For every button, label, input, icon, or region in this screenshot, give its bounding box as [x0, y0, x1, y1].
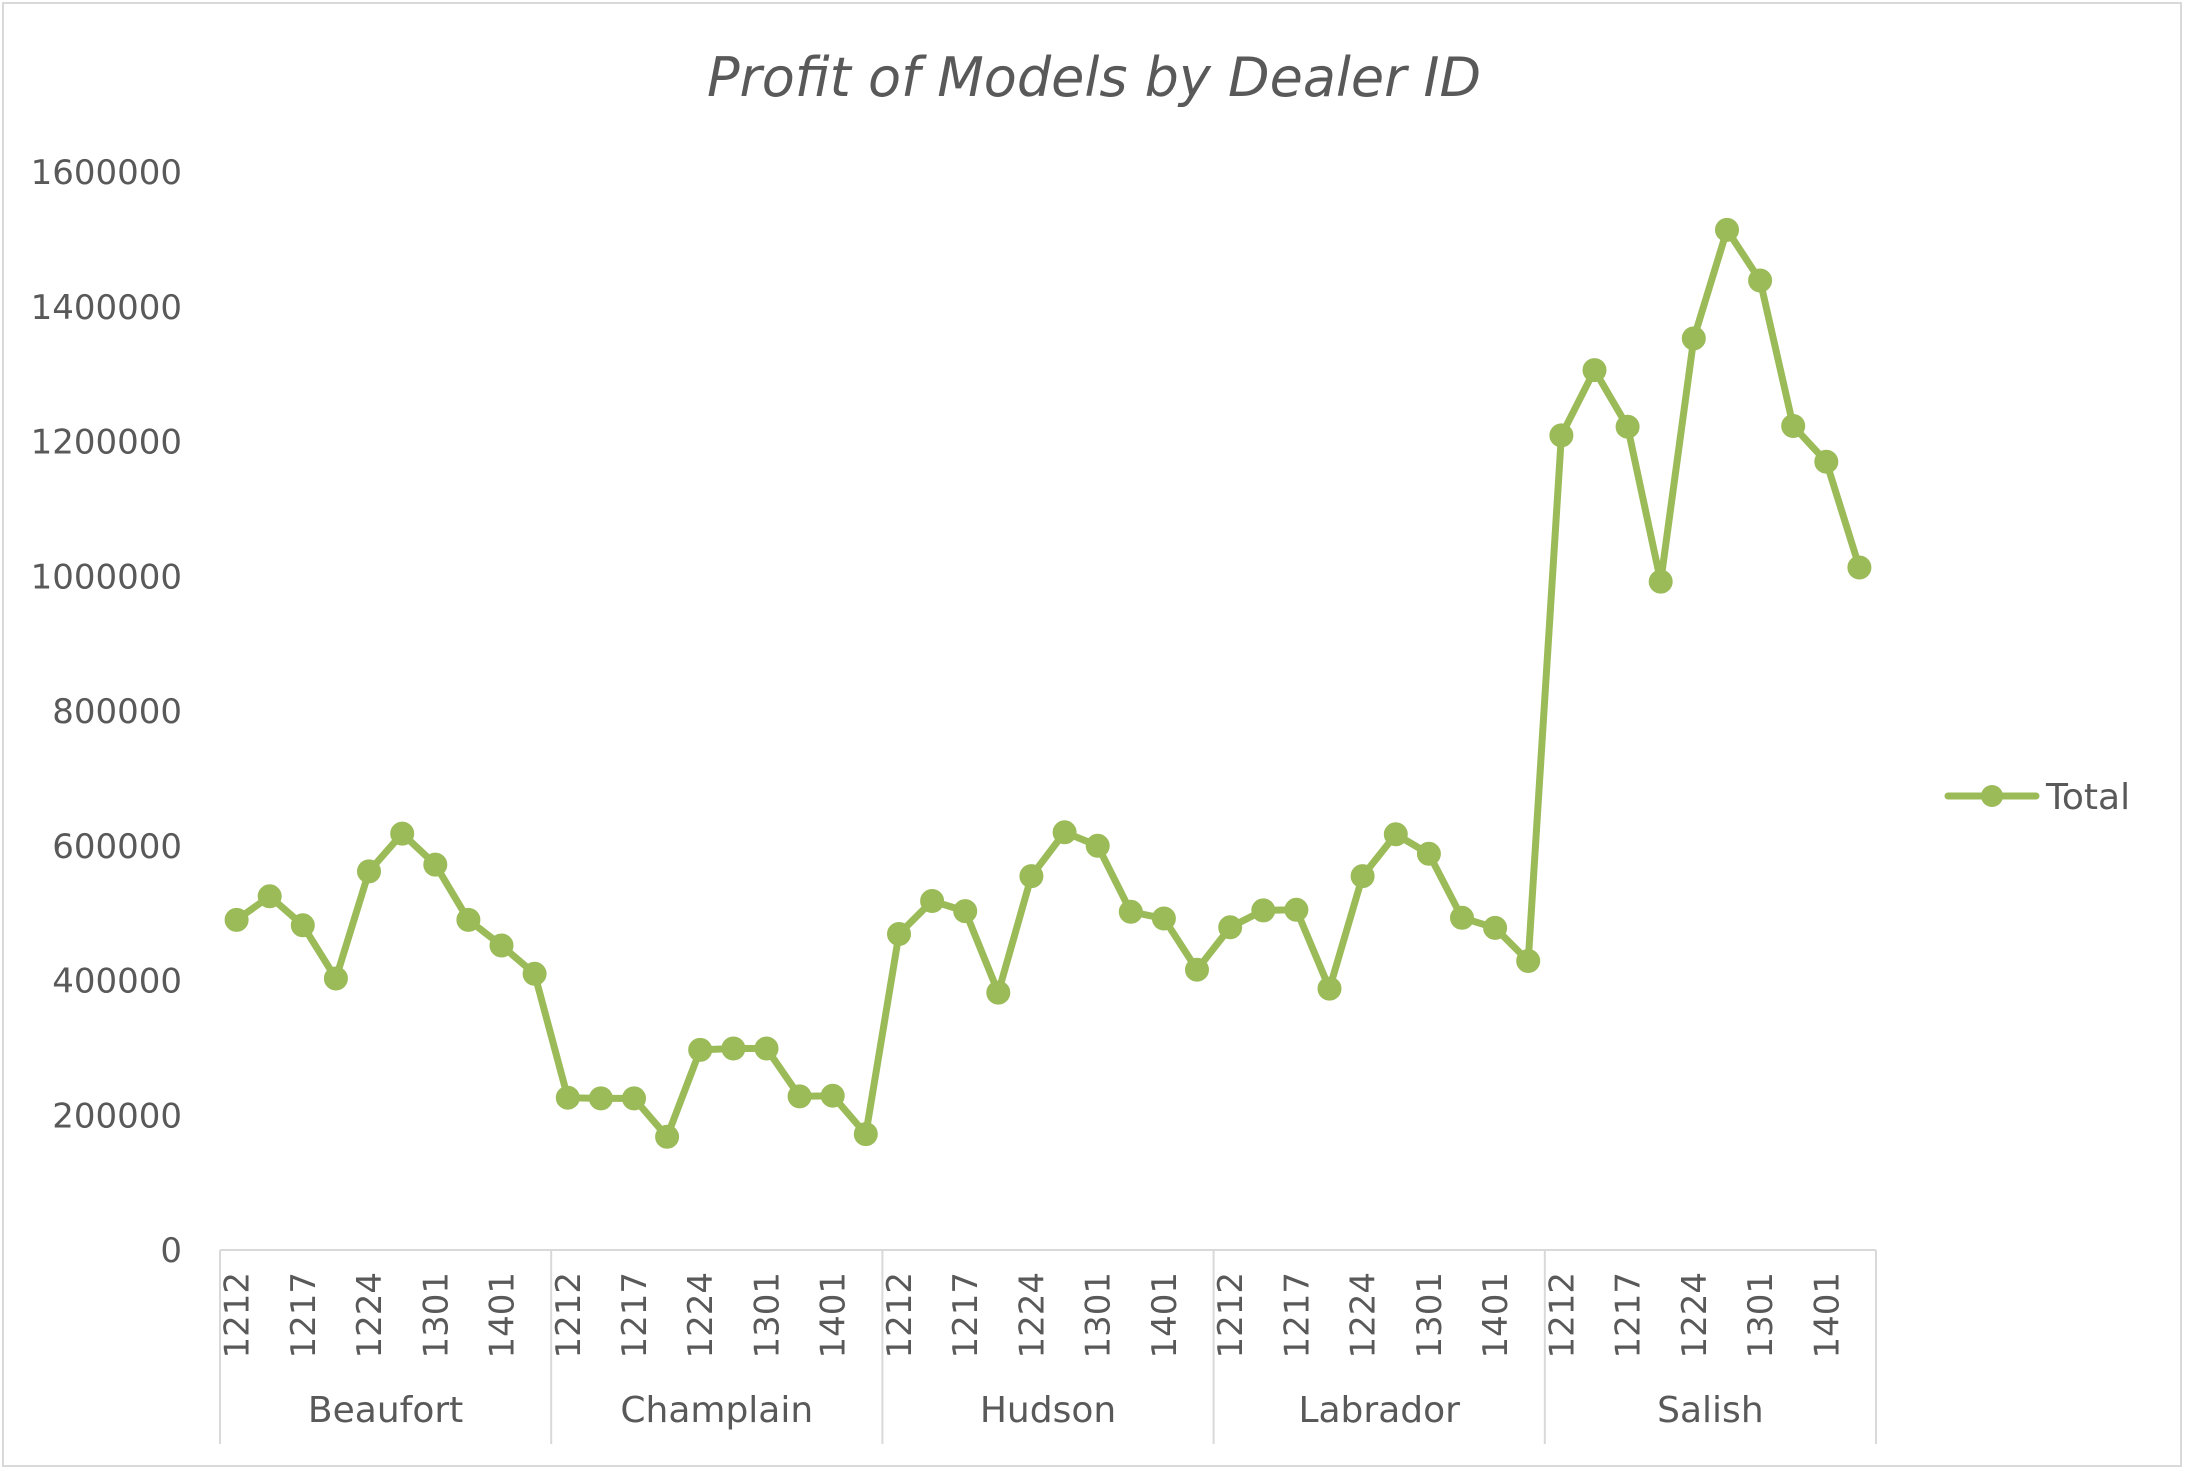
data-point — [953, 899, 978, 924]
y-tick-label: 1600000 — [31, 153, 182, 193]
data-point — [1483, 915, 1508, 940]
data-point — [1681, 326, 1706, 351]
group-label: Champlain — [620, 1390, 813, 1431]
data-point — [257, 884, 282, 909]
y-tick-label: 600000 — [52, 827, 182, 867]
data-point — [1748, 268, 1773, 293]
x-tick-label: 1217 — [1609, 1272, 1649, 1359]
data-point — [1019, 864, 1044, 889]
x-tick-label: 1212 — [1211, 1272, 1251, 1359]
data-point — [489, 933, 514, 958]
x-tick-label: 1401 — [1145, 1272, 1185, 1359]
x-tick-label: 1224 — [681, 1272, 721, 1359]
data-point — [1317, 976, 1342, 1001]
x-tick-label: 1212 — [549, 1272, 589, 1359]
data-point — [1781, 414, 1806, 438]
data-point — [1516, 949, 1541, 973]
y-tick-label: 1200000 — [31, 423, 182, 463]
x-tick-label: 1401 — [1807, 1272, 1847, 1359]
x-tick-label: 1212 — [1542, 1272, 1582, 1359]
data-point — [721, 1036, 746, 1061]
data-point — [224, 907, 249, 932]
data-point — [1814, 449, 1839, 474]
x-tick-label: 1301 — [1741, 1272, 1781, 1359]
x-tick-label: 1217 — [946, 1272, 986, 1359]
x-tick-label: 1301 — [416, 1272, 456, 1359]
data-point — [1185, 957, 1209, 982]
x-tick-label: 1212 — [880, 1272, 920, 1359]
data-point — [1549, 423, 1574, 448]
data-point — [1350, 864, 1375, 889]
data-point — [1582, 358, 1607, 383]
group-label: Salish — [1657, 1390, 1764, 1431]
series-line — [233, 226, 1863, 1141]
x-tick-label: 1301 — [1079, 1272, 1119, 1359]
data-point — [1648, 569, 1673, 594]
line-chart: Profit of Models by Dealer ID 0 200000 400… — [31, 46, 2130, 1444]
chart-title: Profit of Models by Dealer ID — [707, 46, 1481, 109]
x-tick-label: 1217 — [284, 1272, 324, 1359]
data-point — [1085, 833, 1110, 858]
y-tick-label: 1400000 — [31, 288, 182, 328]
data-point — [522, 961, 547, 986]
data-point — [688, 1037, 713, 1062]
series-total — [224, 217, 1872, 1149]
data-point — [323, 966, 348, 991]
data-point — [290, 913, 315, 938]
y-tick-label: 1000000 — [31, 557, 182, 597]
x-tick-label: 1401 — [1476, 1272, 1516, 1359]
x-tick-label: 1301 — [747, 1272, 787, 1359]
data-point — [1284, 897, 1309, 922]
x-tick-label: 1401 — [814, 1272, 854, 1359]
legend: Total — [1944, 777, 2130, 818]
y-tick-label: 400000 — [52, 962, 182, 1002]
data-point — [1383, 822, 1408, 847]
x-tick-label: 1301 — [1410, 1272, 1450, 1359]
x-tick-label: 1217 — [615, 1272, 655, 1359]
y-tick-label: 800000 — [52, 692, 182, 732]
data-point — [390, 821, 415, 846]
legend-marker-swatch — [1981, 785, 2003, 807]
x-tick-label: 1212 — [218, 1272, 258, 1359]
data-point — [555, 1085, 580, 1110]
data-point — [1615, 414, 1640, 439]
x-tick-label: 1224 — [1012, 1272, 1052, 1359]
group-label: Hudson — [980, 1390, 1116, 1431]
data-point — [820, 1083, 845, 1108]
data-point — [588, 1086, 613, 1111]
x-tick-label: 1217 — [1277, 1272, 1317, 1359]
data-point — [655, 1124, 680, 1149]
data-point — [456, 907, 481, 932]
group-label: Labrador — [1298, 1390, 1460, 1431]
data-point — [622, 1086, 646, 1111]
x-tick-label: 1224 — [350, 1272, 390, 1359]
y-tick-label: 0 — [160, 1231, 182, 1271]
data-point — [357, 859, 381, 884]
data-point — [1450, 905, 1474, 930]
x-tick-label: 1224 — [1675, 1272, 1715, 1359]
data-point — [986, 980, 1011, 1005]
group-label: Beaufort — [308, 1390, 463, 1431]
data-point — [920, 889, 945, 913]
data-point — [787, 1084, 812, 1109]
data-point — [1052, 820, 1077, 845]
data-point — [423, 852, 448, 877]
data-point — [1251, 898, 1276, 923]
data-point — [887, 922, 911, 946]
legend-label: Total — [2045, 777, 2130, 818]
data-point — [1151, 906, 1176, 931]
y-tick-label: 200000 — [52, 1096, 182, 1136]
data-point — [1218, 915, 1243, 940]
data-point — [1416, 841, 1441, 866]
data-point — [853, 1122, 878, 1147]
data-point — [1847, 555, 1872, 580]
x-tick-label: 1401 — [483, 1272, 523, 1359]
x-tick-label: 1224 — [1344, 1272, 1384, 1359]
data-point — [1118, 899, 1143, 924]
data-point — [1715, 217, 1739, 242]
data-point — [754, 1036, 779, 1061]
y-axis: 0 200000 400000 600000 800000 1000000 1200000 1… — [31, 153, 182, 1271]
